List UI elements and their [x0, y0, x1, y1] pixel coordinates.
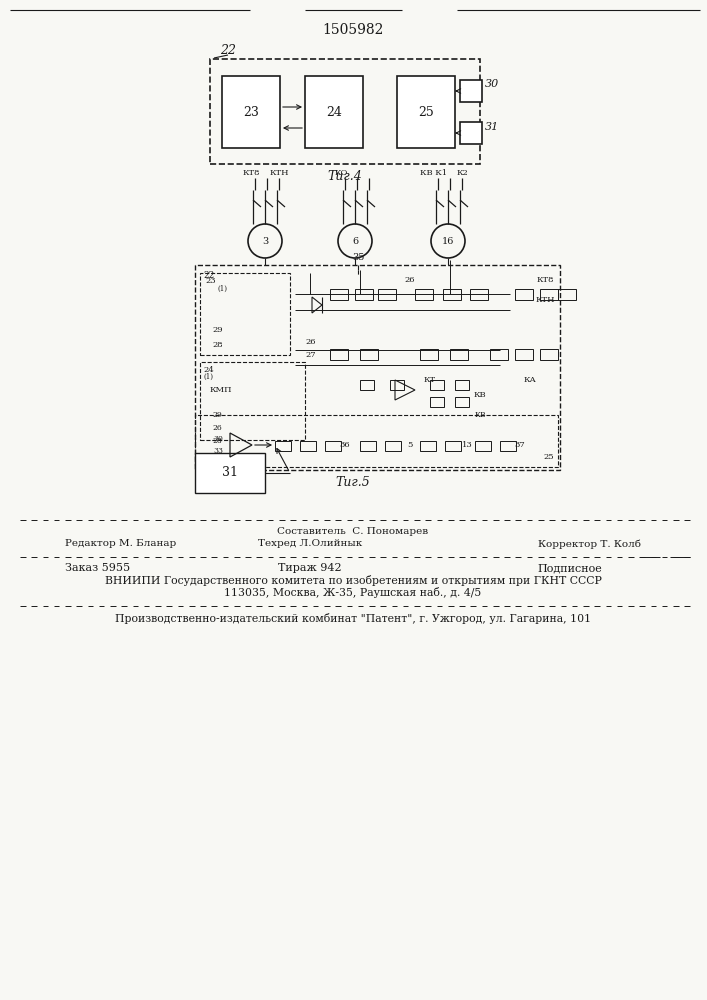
Bar [355, 289, 373, 300]
Text: 31: 31 [222, 466, 238, 480]
Bar [195, 415, 558, 467]
Text: Техред Л.Олийнык: Техред Л.Олийнык [258, 540, 362, 548]
Text: 24: 24 [326, 105, 342, 118]
Bar [515, 349, 533, 360]
Text: КА: КА [524, 376, 537, 384]
Text: (1): (1) [218, 285, 228, 293]
Bar [455, 380, 469, 390]
Text: 36: 36 [339, 441, 350, 449]
Text: 26: 26 [305, 338, 315, 346]
Bar [490, 349, 508, 360]
Text: КТ8: КТ8 [243, 169, 259, 177]
Bar [390, 380, 404, 390]
Text: 37: 37 [515, 441, 525, 449]
Bar [430, 380, 444, 390]
Text: Τиг.4: Τиг.4 [327, 169, 363, 182]
Text: Редактор М. Бланар: Редактор М. Бланар [65, 540, 176, 548]
Bar [300, 441, 316, 451]
Text: КТ: КТ [424, 376, 436, 384]
Bar [360, 349, 378, 360]
Text: 23: 23 [205, 277, 216, 285]
Text: 33: 33 [213, 447, 223, 455]
Bar [325, 441, 341, 451]
Text: 30: 30 [485, 79, 499, 89]
Text: 26: 26 [212, 424, 222, 432]
Text: 24: 24 [203, 366, 214, 374]
Bar [397, 76, 455, 148]
Text: 6: 6 [352, 236, 358, 245]
Bar [445, 441, 461, 451]
Text: 5: 5 [407, 441, 413, 449]
Text: Производственно-издательский комбинат "Патент", г. Ужгород, ул. Гагарина, 101: Производственно-издательский комбинат "П… [115, 612, 591, 624]
Text: КМП: КМП [210, 386, 233, 394]
Bar [515, 289, 533, 300]
Text: Корректор Т. Колб: Корректор Т. Колб [539, 539, 641, 549]
Text: К2: К2 [456, 169, 468, 177]
Text: Заказ 5955: Заказ 5955 [65, 563, 130, 573]
Bar [195, 453, 265, 493]
Bar [210, 59, 480, 164]
Text: 23: 23 [243, 105, 259, 118]
Text: 13: 13 [462, 441, 472, 449]
Text: 28: 28 [212, 341, 223, 349]
Text: 29: 29 [212, 411, 222, 419]
Bar [200, 362, 305, 440]
Text: (1): (1) [203, 373, 213, 381]
Bar [475, 441, 491, 451]
Bar [385, 441, 401, 451]
Bar [420, 441, 436, 451]
Text: 30: 30 [213, 435, 223, 443]
Text: 27: 27 [305, 351, 315, 359]
Bar [330, 289, 348, 300]
Text: 25: 25 [418, 105, 434, 118]
Text: Составитель  С. Пономарев: Составитель С. Пономарев [277, 528, 428, 536]
Bar [455, 397, 469, 407]
Bar [540, 289, 558, 300]
Bar [540, 349, 558, 360]
Text: 25: 25 [544, 453, 554, 461]
Text: 22: 22 [220, 43, 236, 56]
Bar [430, 397, 444, 407]
Text: 113035, Москва, Ж-35, Раушская наб., д. 4/5: 113035, Москва, Ж-35, Раушская наб., д. … [224, 587, 481, 598]
Text: КТ8: КТ8 [536, 276, 554, 284]
Text: 22: 22 [203, 271, 214, 280]
Bar [360, 380, 374, 390]
Bar [420, 349, 438, 360]
Text: 28: 28 [212, 437, 222, 445]
Bar [470, 289, 488, 300]
Text: 26: 26 [404, 276, 415, 284]
Bar [500, 441, 516, 451]
Text: Подписное: Подписное [537, 563, 602, 573]
Bar [330, 349, 348, 360]
Bar [450, 349, 468, 360]
Bar [195, 265, 560, 470]
Text: КТН: КТН [535, 296, 555, 304]
Bar [460, 80, 482, 102]
Bar [360, 441, 376, 451]
Bar [558, 289, 576, 300]
Text: КТН: КТН [269, 169, 288, 177]
Text: КВ: КВ [474, 391, 486, 399]
Bar [200, 273, 290, 355]
Bar [460, 122, 482, 144]
Text: 29: 29 [212, 326, 223, 334]
Bar [305, 76, 363, 148]
Text: 16: 16 [442, 236, 454, 245]
Text: КВ: КВ [474, 411, 486, 419]
Bar [415, 289, 433, 300]
Text: ВНИИПИ Государственного комитета по изобретениям и открытиям при ГКНТ СССР: ВНИИПИ Государственного комитета по изоб… [105, 576, 602, 586]
Text: КО: КО [334, 169, 348, 177]
Text: Τиг.5: Τиг.5 [336, 476, 370, 488]
Bar [275, 441, 291, 451]
Text: 35: 35 [352, 252, 364, 261]
Bar [443, 289, 461, 300]
Text: Тираж 942: Тираж 942 [278, 563, 341, 573]
Text: 1505982: 1505982 [322, 23, 384, 37]
Text: КВ К1: КВ К1 [421, 169, 448, 177]
Text: 31: 31 [485, 122, 499, 132]
Text: 3: 3 [262, 236, 268, 245]
Bar [222, 76, 280, 148]
Bar [378, 289, 396, 300]
